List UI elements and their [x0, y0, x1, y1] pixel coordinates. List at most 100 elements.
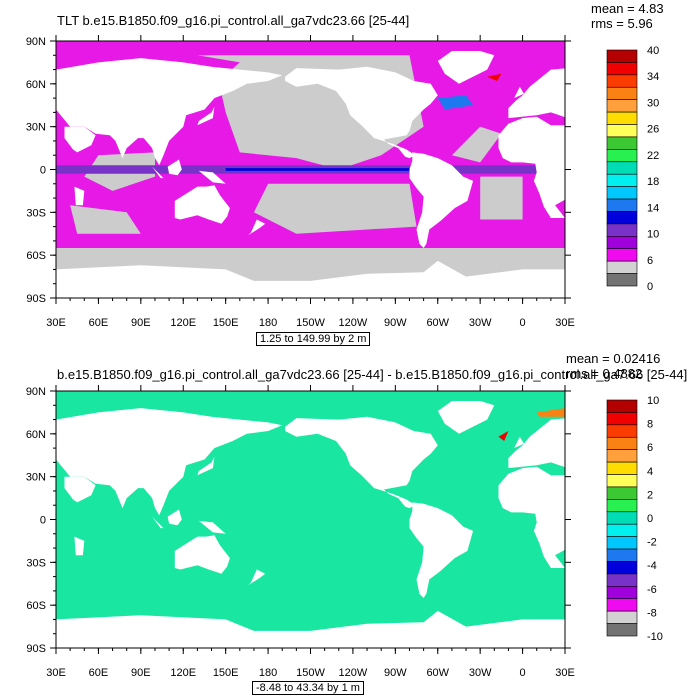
colorbar-label: 0 — [647, 513, 653, 525]
x-tick-label: 180 — [259, 667, 277, 679]
land-mass — [437, 401, 495, 434]
y-tick-label: 90S — [26, 643, 46, 655]
y-tick-label: 30N — [26, 122, 46, 134]
value-band — [437, 95, 474, 110]
y-tick-label: 30S — [26, 207, 46, 219]
land-mass — [514, 86, 524, 99]
colorbar-swatch — [606, 610, 638, 624]
colorbar-swatch — [606, 523, 638, 537]
colorbar-swatch — [606, 424, 638, 438]
colorbar-swatch — [606, 211, 638, 225]
land-mass — [248, 219, 266, 236]
y-tick-label: 90S — [26, 293, 46, 305]
x-tick-label: 90E — [131, 667, 151, 679]
land-mass — [174, 185, 230, 224]
x-tick-label: 30E — [555, 667, 575, 679]
colorbar-swatch — [606, 273, 638, 287]
x-tick-label: 0 — [520, 667, 526, 679]
colorbar-swatch — [606, 399, 638, 413]
land-mass — [248, 569, 266, 586]
chart-panel-bottom: b.e15.B1850.f09_g16.pi_control.all_ga7vd… — [0, 350, 700, 700]
x-tick-label: 60W — [426, 317, 449, 329]
colorbar-swatch — [606, 598, 638, 612]
colorbar-label: 26 — [647, 124, 659, 136]
x-tick-label: 30E — [46, 667, 66, 679]
x-tick-label: 120W — [339, 317, 368, 329]
colorbar-swatch — [606, 161, 638, 175]
value-band — [225, 168, 410, 171]
x-tick-label: 30W — [469, 317, 492, 329]
colorbar-label: 10 — [647, 395, 659, 407]
x-tick-label: 60E — [89, 317, 109, 329]
colorbar-label: 22 — [647, 150, 659, 162]
missing-region — [451, 126, 502, 163]
colorbar-swatch — [606, 124, 638, 138]
colorbar-swatch — [606, 511, 638, 525]
land-mass — [514, 436, 524, 449]
missing-region — [253, 183, 417, 234]
colorbar-label: -8 — [647, 607, 657, 619]
x-tick-label: 150W — [296, 317, 325, 329]
colorbar-swatch — [606, 223, 638, 237]
x-tick-label: 30E — [555, 317, 575, 329]
colorbar-label: 8 — [647, 419, 653, 431]
rms-stat: rms = 0.4882 — [566, 366, 643, 381]
land-mass — [74, 536, 85, 556]
colorbar-swatch — [606, 198, 638, 212]
land-mass — [409, 152, 474, 248]
land-mass — [198, 170, 226, 184]
y-tick-label: 60S — [26, 600, 46, 612]
colorbar-label: -6 — [647, 584, 657, 596]
y-tick-label: 60S — [26, 250, 46, 262]
land-mass — [147, 512, 164, 529]
colorbar-swatch — [606, 149, 638, 163]
land-mass — [409, 502, 474, 598]
x-tick-label: 120E — [170, 317, 196, 329]
mean-stat: mean = 0.02416 — [566, 351, 661, 366]
land-mass — [167, 159, 182, 176]
x-tick-label: 90W — [384, 667, 407, 679]
land-mass — [56, 408, 283, 516]
rms-stat: rms = 5.96 — [591, 16, 653, 31]
x-tick-label: 120W — [339, 667, 368, 679]
land-mass — [197, 456, 215, 476]
x-tick-label: 90E — [131, 317, 151, 329]
colorbar-swatch — [606, 449, 638, 463]
y-tick-label: 0 — [40, 165, 46, 177]
colorbar-swatch — [606, 499, 638, 513]
x-tick-label: 30W — [469, 667, 492, 679]
colorbar-swatch — [606, 461, 638, 475]
land-mass — [74, 186, 85, 206]
colorbar-label: 6 — [647, 442, 653, 454]
colorbar-label: -4 — [647, 560, 657, 572]
land-mass — [498, 466, 568, 568]
value-band — [487, 73, 502, 81]
missing-region — [70, 205, 141, 234]
missing-region — [480, 176, 523, 220]
colorbar-label: 4 — [647, 466, 653, 478]
land-mass — [56, 58, 283, 166]
chart-panel-top: TLT b.e15.B1850.f09_g16.pi_control.all_g… — [26, 1, 664, 346]
x-tick-label: 90W — [384, 317, 407, 329]
value-band — [498, 431, 509, 441]
x-tick-label: 150E — [213, 667, 239, 679]
colorbar-label: 14 — [647, 202, 659, 214]
x-tick-label: 150E — [213, 317, 239, 329]
y-tick-label: 60N — [26, 79, 46, 91]
land-mass — [147, 162, 164, 179]
colorbar-swatch — [606, 62, 638, 76]
colorbar-label: 34 — [647, 71, 659, 83]
land-mass — [174, 535, 230, 574]
colorbar-swatch — [606, 474, 638, 488]
colorbar-label: 18 — [647, 176, 659, 188]
land-mass — [64, 476, 96, 503]
y-tick-label: 30N — [26, 472, 46, 484]
x-tick-label: 0 — [520, 317, 526, 329]
land-mass — [285, 416, 438, 509]
land-mass — [167, 509, 182, 526]
colorbar-swatch — [606, 561, 638, 575]
x-tick-label: 30E — [46, 317, 66, 329]
colorbar-swatch — [606, 412, 638, 426]
colorbar-label: 6 — [647, 255, 653, 267]
colorbar-label: 10 — [647, 229, 659, 241]
